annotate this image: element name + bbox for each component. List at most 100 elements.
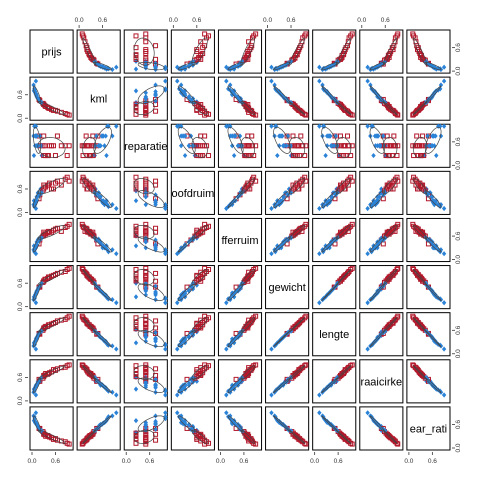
points-gear_ratio-vs-draaicirkel (365, 410, 401, 447)
tick-label-right: 0.6 (455, 43, 462, 52)
point (427, 143, 432, 149)
ellipse (37, 365, 66, 380)
point (86, 322, 92, 328)
panel-kml-gear_ratio (406, 76, 451, 121)
panel-reparatie-prijs (29, 123, 74, 168)
point (294, 52, 300, 58)
point (239, 428, 245, 434)
panel-lengte-reparatie (123, 312, 168, 357)
tick-label-top: 0.6 (286, 17, 295, 24)
point (163, 295, 168, 301)
point (163, 346, 168, 352)
tick-label-bottom: 0.0 (122, 458, 131, 465)
point (317, 64, 322, 70)
point (269, 410, 274, 416)
panel-hoofdruimte-kml (76, 170, 121, 215)
ellipse (369, 62, 386, 71)
diagonal-label-prijs: prijs (41, 47, 62, 59)
point (49, 143, 55, 149)
point (441, 78, 447, 84)
point (175, 346, 180, 352)
point (202, 441, 208, 447)
point (182, 133, 188, 139)
point (34, 133, 39, 139)
point (395, 265, 401, 271)
point (317, 205, 322, 212)
point (346, 143, 352, 149)
point (272, 82, 277, 88)
ellipse (273, 377, 291, 393)
point (153, 178, 159, 184)
ellipse (82, 136, 97, 158)
point (253, 112, 259, 118)
point (231, 88, 237, 94)
ellipse (93, 415, 112, 432)
points-gear_ratio-vs-gewicht (269, 410, 309, 447)
tick-label-bottom: 0.6 (428, 458, 437, 465)
ellipse (177, 283, 196, 301)
tick-label-bottom: 0.0 (404, 458, 413, 465)
point (143, 184, 149, 190)
tick-label-left: 0.6 (17, 373, 24, 382)
point (418, 322, 424, 328)
point (180, 418, 186, 425)
point (224, 78, 229, 84)
point (303, 362, 309, 368)
point (246, 371, 252, 377)
ellipse (424, 85, 442, 104)
point (324, 143, 330, 149)
ellipse (82, 225, 97, 240)
point (186, 380, 192, 386)
point (114, 251, 119, 257)
points-kml-vs-gear_ratio (410, 78, 447, 118)
point (281, 143, 287, 149)
point (153, 64, 158, 70)
point (326, 383, 331, 389)
ellipse (424, 126, 442, 154)
point (198, 322, 204, 328)
point (153, 431, 159, 437)
point (143, 268, 149, 274)
ellipse (191, 136, 208, 158)
point (66, 143, 72, 149)
point (105, 202, 110, 208)
ellipse (93, 283, 112, 301)
point (365, 410, 370, 416)
ellipse (93, 190, 112, 208)
point (410, 31, 416, 37)
point (41, 153, 47, 159)
point (303, 112, 309, 118)
tick-label-left: 0.6 (17, 278, 24, 287)
points-reparatie-vs-kml (79, 123, 119, 159)
point (269, 251, 274, 257)
point (33, 346, 39, 352)
points-gewicht-vs-prijs (31, 265, 72, 306)
points-lengte-vs-draaicirkel (365, 313, 401, 352)
point (388, 143, 394, 149)
point (431, 243, 437, 249)
point (86, 274, 92, 280)
panel-gewicht-gear_ratio (406, 265, 451, 310)
panel-achterruimte-draaicirkel (359, 217, 404, 263)
point (229, 143, 235, 149)
ellipse (424, 330, 442, 348)
point (114, 392, 119, 398)
point (52, 180, 58, 186)
point (178, 87, 184, 93)
panel-hoofdruimte-hoofdruimte (170, 170, 215, 215)
point (298, 133, 304, 139)
point (79, 178, 85, 184)
point (317, 78, 322, 84)
point (431, 383, 437, 389)
point (434, 152, 439, 159)
diagonal-label-kml: kml (90, 94, 107, 106)
point (341, 143, 347, 149)
point (275, 152, 280, 159)
point (175, 300, 180, 306)
point (99, 335, 104, 341)
point (52, 272, 58, 278)
ellipse (424, 62, 442, 71)
point (114, 410, 119, 416)
point (329, 143, 335, 149)
ellipse (32, 85, 42, 104)
